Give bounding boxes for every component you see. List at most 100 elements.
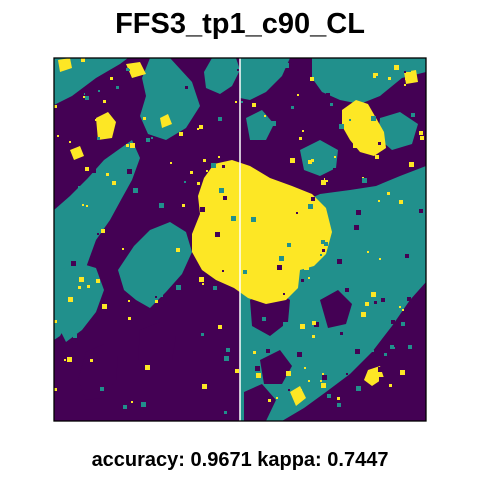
speckle bbox=[97, 233, 99, 235]
speckle bbox=[112, 181, 116, 185]
speckle bbox=[350, 95, 355, 100]
speckle bbox=[206, 90, 208, 92]
speckle bbox=[321, 180, 326, 185]
speckle bbox=[372, 350, 374, 352]
speckle bbox=[320, 380, 322, 382]
speckle bbox=[300, 324, 305, 329]
speckle bbox=[116, 86, 119, 89]
speckle bbox=[73, 216, 77, 220]
speckle bbox=[218, 156, 220, 158]
speckle bbox=[218, 325, 222, 329]
map-speckles bbox=[54, 58, 424, 414]
speckle bbox=[304, 367, 306, 369]
speckle bbox=[73, 334, 77, 338]
speckle bbox=[302, 130, 304, 132]
speckle bbox=[151, 137, 153, 139]
speckle bbox=[337, 259, 342, 264]
speckle bbox=[333, 168, 337, 172]
speckle bbox=[101, 229, 105, 233]
speckle bbox=[351, 407, 353, 409]
speckle bbox=[122, 248, 124, 250]
yellow-region-9 bbox=[160, 114, 172, 128]
yellow-region-10 bbox=[404, 70, 418, 84]
speckle bbox=[320, 254, 322, 256]
speckle bbox=[378, 142, 381, 145]
map-border bbox=[53, 57, 427, 422]
teal-region-10 bbox=[300, 140, 338, 176]
speckle bbox=[100, 76, 102, 78]
speckle bbox=[415, 229, 418, 232]
speckle bbox=[376, 99, 379, 102]
speckle bbox=[419, 209, 423, 213]
speckle bbox=[131, 401, 133, 403]
speckle bbox=[262, 290, 267, 295]
speckle bbox=[286, 114, 291, 119]
speckle bbox=[128, 317, 131, 320]
speckle bbox=[222, 270, 224, 272]
speckle bbox=[128, 300, 130, 302]
speckle bbox=[235, 101, 237, 103]
speckle bbox=[155, 296, 157, 298]
speckle bbox=[371, 292, 376, 297]
speckle bbox=[126, 144, 129, 147]
speckle bbox=[243, 270, 247, 274]
speckle bbox=[304, 74, 308, 78]
speckle bbox=[128, 69, 130, 71]
speckle bbox=[389, 384, 392, 387]
speckle bbox=[256, 373, 261, 378]
speckle bbox=[335, 208, 337, 210]
speckle bbox=[215, 232, 220, 237]
speckle bbox=[264, 115, 266, 117]
speckle bbox=[393, 305, 397, 309]
speckle bbox=[143, 146, 147, 150]
speckle bbox=[211, 163, 216, 168]
speckle bbox=[82, 204, 84, 206]
speckle bbox=[337, 397, 340, 400]
teal-region-4 bbox=[118, 222, 192, 308]
speckle bbox=[333, 259, 335, 261]
speckle bbox=[252, 103, 256, 107]
speckle bbox=[310, 77, 314, 81]
speckle bbox=[314, 322, 319, 327]
speckle bbox=[133, 188, 138, 193]
speckle bbox=[367, 251, 369, 253]
yellow-region-4 bbox=[58, 58, 72, 72]
speckle bbox=[147, 278, 150, 281]
speckle bbox=[308, 380, 310, 382]
speckle bbox=[362, 178, 367, 183]
speckle bbox=[201, 333, 204, 336]
speckle bbox=[54, 320, 57, 323]
speckle bbox=[68, 297, 73, 302]
speckle bbox=[321, 383, 326, 388]
speckle bbox=[345, 288, 349, 292]
speckle bbox=[378, 200, 380, 202]
speckle bbox=[74, 73, 76, 75]
speckle bbox=[87, 285, 90, 288]
speckle bbox=[419, 131, 423, 135]
speckle bbox=[269, 183, 272, 186]
speckle bbox=[262, 317, 266, 321]
speckle bbox=[146, 138, 150, 142]
speckle bbox=[378, 367, 383, 372]
speckle bbox=[287, 243, 291, 247]
speckle bbox=[78, 186, 81, 189]
speckle bbox=[234, 196, 236, 198]
speckle bbox=[95, 119, 97, 121]
speckle bbox=[283, 322, 288, 327]
speckle bbox=[224, 356, 229, 361]
speckle bbox=[86, 205, 88, 207]
chart-title: FFS3_tp1_c90_CL bbox=[115, 8, 365, 40]
speckle bbox=[380, 258, 383, 261]
speckle bbox=[54, 388, 57, 391]
speckle bbox=[327, 394, 331, 398]
speckle bbox=[57, 135, 59, 137]
speckle bbox=[322, 373, 324, 375]
speckle bbox=[159, 203, 164, 208]
speckle bbox=[375, 155, 379, 159]
speckle bbox=[405, 78, 407, 80]
speckle bbox=[399, 306, 401, 308]
speckle bbox=[176, 285, 181, 290]
speckle bbox=[143, 117, 146, 120]
speckle bbox=[406, 67, 411, 72]
